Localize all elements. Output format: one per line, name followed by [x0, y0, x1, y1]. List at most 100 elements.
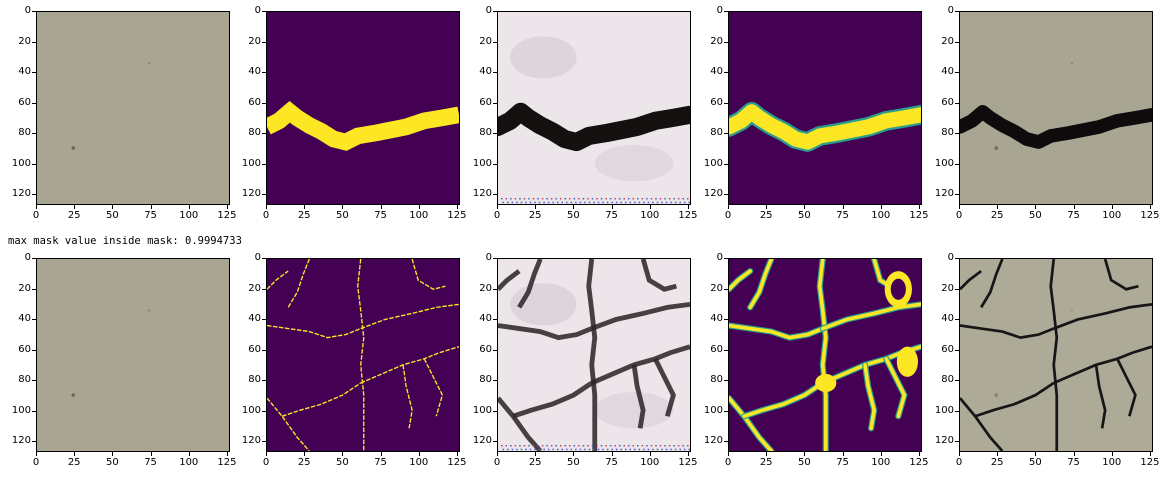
- y-tick-mark: [724, 410, 728, 412]
- y-tick-label: 100: [703, 157, 723, 169]
- x-tick-mark: [188, 205, 190, 209]
- x-tick-label: 50: [567, 457, 580, 468]
- y-tick-mark: [262, 163, 266, 165]
- y-tick-mark: [955, 349, 959, 351]
- y-tick-mark: [262, 194, 266, 196]
- x-tick-mark: [418, 452, 420, 456]
- x-tick-label: 100: [409, 210, 429, 221]
- y-tick-mark: [493, 258, 497, 259]
- y-tick-mark: [32, 11, 36, 12]
- image-panel-input-texture: [36, 258, 230, 452]
- x-tick-mark: [226, 452, 228, 456]
- x-tick-mark: [74, 452, 76, 456]
- x-tick-label: 125: [217, 210, 237, 221]
- y-tick-mark: [493, 380, 497, 382]
- y-tick-label: 40: [710, 313, 723, 325]
- y-tick-mark: [724, 102, 728, 104]
- x-tick-label: 0: [955, 457, 963, 468]
- y-tick-mark: [262, 133, 266, 135]
- y-tick-label: 120: [241, 188, 261, 200]
- y-tick-label: 60: [710, 96, 723, 108]
- y-tick-label: 60: [248, 343, 261, 355]
- x-tick-mark: [380, 452, 382, 456]
- y-tick-label: 20: [479, 282, 492, 294]
- y-tick-label: 120: [11, 188, 31, 200]
- y-tick-label: 0: [24, 252, 31, 263]
- y-tick-mark: [724, 319, 728, 321]
- y-tick-label: 60: [18, 343, 31, 355]
- y-tick-mark: [262, 72, 266, 74]
- x-tick-mark: [380, 205, 382, 209]
- x-tick-mark: [342, 205, 344, 209]
- y-tick-mark: [955, 41, 959, 43]
- y-tick-mark: [262, 288, 266, 290]
- y-tick-mark: [493, 288, 497, 290]
- y-tick-label: 40: [941, 66, 954, 78]
- x-tick-label: 50: [1029, 210, 1042, 221]
- y-tick-label: 80: [710, 127, 723, 139]
- x-tick-mark: [649, 205, 651, 209]
- y-tick-mark: [955, 102, 959, 104]
- x-tick-label: 125: [909, 210, 929, 221]
- y-tick-mark: [955, 11, 959, 12]
- x-tick-label: 100: [179, 457, 199, 468]
- x-tick-mark: [1149, 452, 1151, 456]
- x-tick-mark: [687, 205, 689, 209]
- x-tick-label: 25: [528, 457, 542, 468]
- x-tick-mark: [880, 205, 882, 209]
- x-tick-mark: [918, 205, 920, 209]
- x-tick-label: 25: [759, 210, 773, 221]
- y-tick-label: 80: [941, 127, 954, 139]
- y-tick-mark: [32, 102, 36, 104]
- y-tick-mark: [724, 380, 728, 382]
- x-tick-mark: [804, 205, 806, 209]
- x-tick-label: 25: [990, 210, 1004, 221]
- image-panel-composited-result: [959, 11, 1153, 205]
- y-tick-mark: [724, 349, 728, 351]
- x-tick-label: 100: [871, 210, 891, 221]
- y-tick-label: 40: [248, 66, 261, 78]
- panel-image: [960, 12, 1152, 204]
- y-tick-label: 0: [254, 252, 261, 263]
- x-tick-mark: [728, 452, 729, 456]
- x-tick-mark: [266, 205, 267, 209]
- output-log-line: max mask value inside mask: 0.9994733: [8, 235, 242, 247]
- x-tick-label: 125: [447, 210, 467, 221]
- y-tick-mark: [262, 349, 266, 351]
- panel-image: [267, 259, 459, 451]
- y-tick-label: 0: [24, 5, 31, 16]
- x-tick-mark: [266, 452, 267, 456]
- y-tick-mark: [493, 441, 497, 443]
- y-tick-mark: [493, 194, 497, 196]
- y-tick-mark: [955, 163, 959, 165]
- y-tick-mark: [32, 258, 36, 259]
- y-tick-mark: [32, 41, 36, 43]
- y-tick-label: 0: [254, 5, 261, 16]
- y-tick-label: 100: [472, 404, 492, 416]
- y-tick-label: 20: [479, 35, 492, 47]
- x-tick-label: 50: [336, 210, 349, 221]
- x-tick-mark: [1073, 205, 1075, 209]
- y-tick-mark: [32, 319, 36, 321]
- y-tick-mark: [32, 194, 36, 196]
- x-tick-mark: [36, 452, 37, 456]
- y-tick-label: 0: [485, 252, 492, 263]
- x-tick-label: 0: [32, 210, 40, 221]
- x-tick-label: 125: [909, 457, 929, 468]
- x-tick-mark: [997, 205, 999, 209]
- x-tick-mark: [112, 452, 114, 456]
- y-tick-label: 40: [941, 313, 954, 325]
- y-tick-label: 60: [941, 343, 954, 355]
- x-tick-mark: [611, 205, 613, 209]
- y-tick-mark: [955, 72, 959, 74]
- y-tick-mark: [724, 72, 728, 74]
- x-tick-mark: [1073, 452, 1075, 456]
- y-tick-mark: [724, 163, 728, 165]
- y-tick-label: 20: [710, 282, 723, 294]
- y-tick-label: 0: [716, 5, 723, 16]
- x-tick-mark: [497, 205, 498, 209]
- y-tick-mark: [955, 410, 959, 412]
- y-tick-label: 100: [241, 157, 261, 169]
- x-tick-mark: [36, 205, 37, 209]
- x-tick-label: 100: [640, 457, 660, 468]
